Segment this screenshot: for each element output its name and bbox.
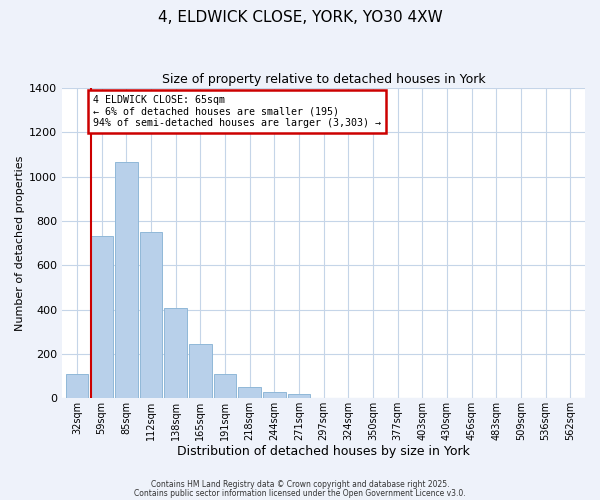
Bar (238, 387, 261, 398)
Bar (140, 232, 162, 398)
Text: Contains public sector information licensed under the Open Government Licence v3: Contains public sector information licen… (134, 488, 466, 498)
Bar (214, 374, 236, 398)
Title: Size of property relative to detached houses in York: Size of property relative to detached ho… (162, 72, 485, 86)
X-axis label: Distribution of detached houses by size in York: Distribution of detached houses by size … (177, 444, 470, 458)
Text: Contains HM Land Registry data © Crown copyright and database right 2025.: Contains HM Land Registry data © Crown c… (151, 480, 449, 489)
Bar (189, 344, 212, 398)
Bar (65, 374, 88, 398)
Text: 4 ELDWICK CLOSE: 65sqm
← 6% of detached houses are smaller (195)
94% of semi-det: 4 ELDWICK CLOSE: 65sqm ← 6% of detached … (93, 94, 381, 128)
Text: 4, ELDWICK CLOSE, YORK, YO30 4XW: 4, ELDWICK CLOSE, YORK, YO30 4XW (158, 10, 442, 25)
Bar (287, 394, 310, 398)
Bar (115, 162, 137, 398)
Bar (263, 392, 286, 398)
Y-axis label: Number of detached properties: Number of detached properties (15, 156, 25, 331)
Bar (164, 308, 187, 398)
Bar (90, 236, 113, 398)
